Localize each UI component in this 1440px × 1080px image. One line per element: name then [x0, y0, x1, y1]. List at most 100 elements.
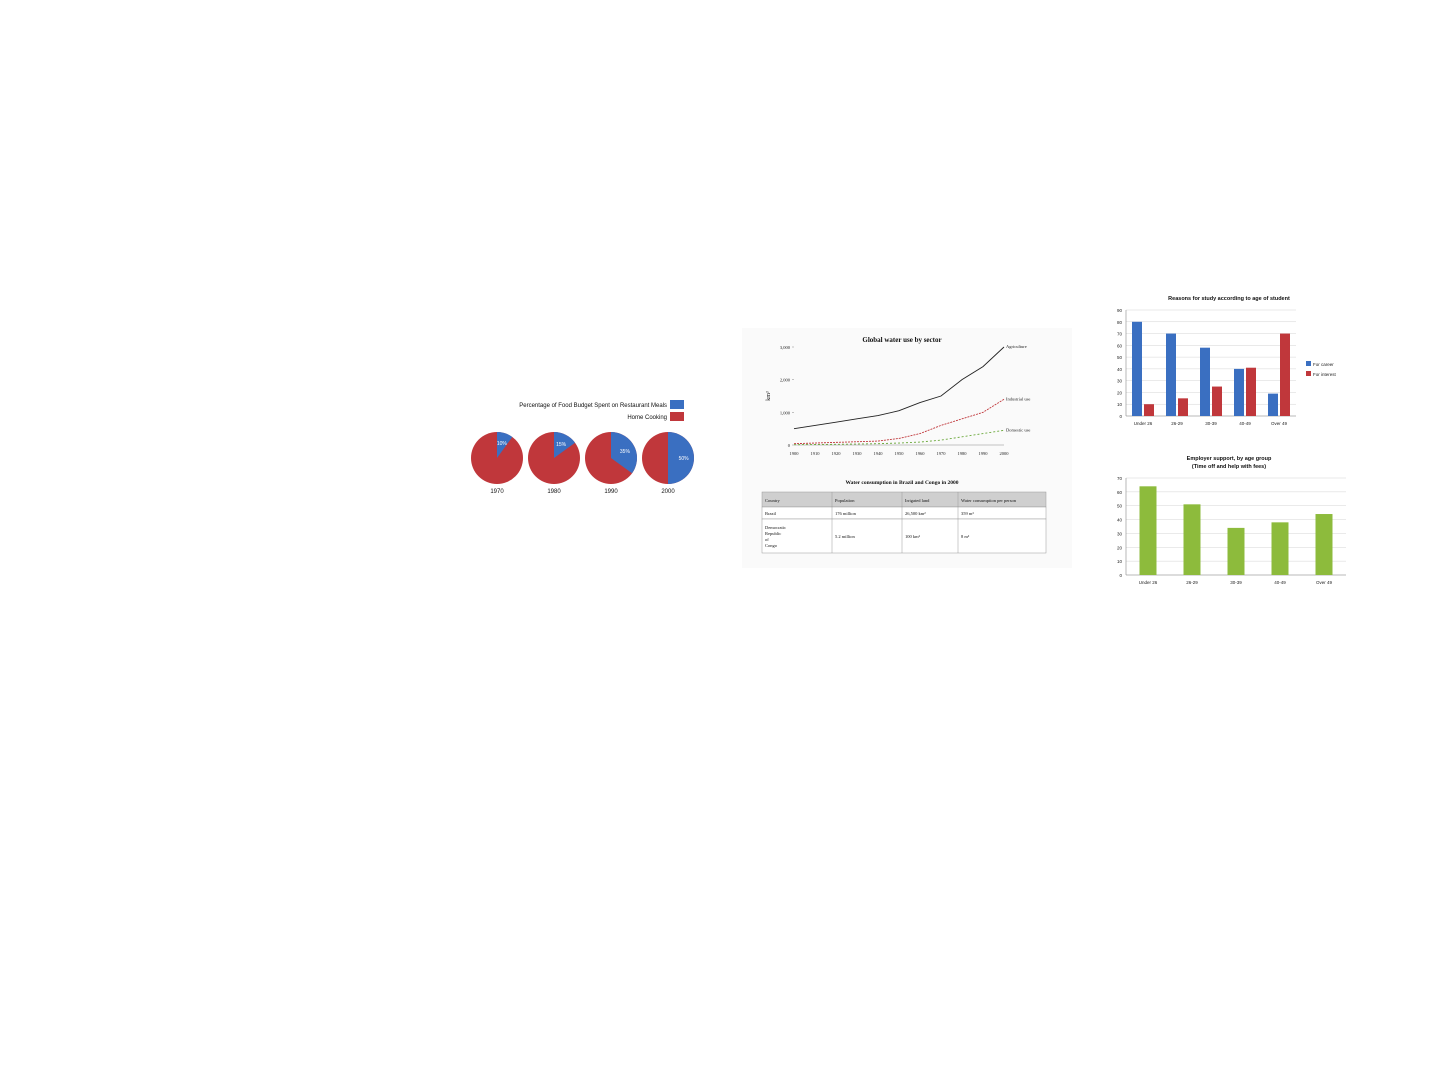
support-subtitle: (Time off and help with fees)	[1192, 464, 1266, 470]
reasons-y-tick-label: 60	[1117, 343, 1123, 348]
support-bar	[1139, 486, 1157, 575]
water-x-tick-label: 1990	[979, 451, 989, 456]
legend-swatch-home-cooking	[670, 412, 684, 421]
water-table-header-cell: Water consumption per person	[961, 498, 1017, 503]
reasons-bar	[1246, 367, 1256, 416]
water-x-tick-label: 1970	[937, 451, 947, 456]
water-y-tick-label: 2,000	[780, 378, 791, 384]
water-series-line-industrial-use	[793, 398, 1005, 445]
reasons-y-tick-label: 90	[1117, 308, 1123, 313]
employer-support-bar-chart: Employer support, by age group (Time off …	[1117, 456, 1346, 585]
water-y-axis-label: km³	[766, 391, 772, 401]
support-x-tick-label: Under 26	[1139, 580, 1158, 585]
reasons-x-tick-label: Under 26	[1134, 421, 1153, 426]
water-x-tick-label: 1900	[790, 451, 800, 456]
support-bar	[1271, 522, 1289, 575]
water-table-cell: 359 m³	[961, 511, 974, 516]
water-table-cell: 100 km²	[905, 534, 921, 539]
employer-support-panel: Employer support, by age group (Time off …	[1104, 448, 1354, 598]
water-y-tick-label: 1,000	[780, 410, 791, 416]
water-use-panel: Global water use by sector km³ 0 1,000 2,000…	[742, 328, 1072, 568]
pie-2000-restaurant-slice	[668, 432, 694, 484]
water-table-row	[761, 506, 1047, 520]
support-x-tick-label: 26-29	[1186, 580, 1198, 585]
reasons-y-tick-label: 40	[1117, 367, 1123, 372]
reasons-x-tick-label: 30-39	[1205, 421, 1217, 426]
pie-1970-year-label: 1970	[490, 489, 504, 495]
support-bar	[1227, 527, 1245, 575]
reasons-bar	[1200, 347, 1210, 416]
reasons-legend-swatch	[1306, 361, 1311, 366]
pie-1980-year-label: 1980	[547, 489, 561, 495]
pie-charts-panel: Percentage of Food Budget Spent on Resta…	[462, 395, 707, 500]
water-table-header-cell: Irrigated land	[905, 498, 930, 503]
reasons-y-tick-label: 0	[1119, 414, 1122, 419]
reasons-bar	[1178, 398, 1188, 416]
water-x-tick-label: 1940	[874, 451, 884, 456]
support-x-tick-label: 40-49	[1274, 580, 1286, 585]
legend-label-restaurant: Percentage of Food Budget Spent on Resta…	[519, 403, 667, 409]
pie-charts: Percentage of Food Budget Spent on Resta…	[471, 400, 694, 495]
legend-swatch-restaurant	[670, 400, 684, 409]
pie-1970-percent-label: 10%	[497, 441, 508, 447]
water-series-label-industrial-use: Industrial use	[1006, 396, 1030, 401]
pie-1970-restaurant-slice	[497, 432, 513, 458]
water-series-label-domestic-use: Domestic use	[1006, 427, 1030, 432]
reasons-bar	[1268, 393, 1278, 416]
support-y-tick-label: 30	[1117, 531, 1123, 536]
water-x-tick-label: 1980	[958, 451, 968, 456]
water-table-cell: Congo	[765, 543, 778, 548]
pie-1990-year-label: 1990	[604, 489, 618, 495]
water-y-tick-label: 0	[788, 443, 791, 448]
support-y-tick-label: 20	[1117, 545, 1123, 550]
support-title: Employer support, by age group	[1187, 456, 1272, 462]
support-x-tick-label: Over 49	[1316, 580, 1333, 585]
water-x-tick-label: 1950	[895, 451, 905, 456]
reasons-y-tick-label: 50	[1117, 355, 1123, 360]
water-series-label-agriculture: Agriculture	[1006, 344, 1027, 349]
water-table-cell: Republic	[765, 531, 781, 536]
reasons-y-tick-label: 30	[1117, 379, 1123, 384]
pie-2000-year-label: 2000	[661, 489, 675, 495]
water-table-cell: 26,500 km²	[905, 511, 926, 517]
water-table-cell: Brazil	[765, 511, 777, 516]
water-x-tick-label: 1930	[853, 451, 863, 456]
reasons-for-study-panel: Reasons for study according to age of st…	[1104, 288, 1354, 438]
support-y-tick-label: 0	[1119, 573, 1122, 578]
reasons-y-tick-label: 10	[1117, 402, 1123, 407]
water-use-line-chart-and-table: Global water use by sector km³ 0 1,000 2,000…	[761, 336, 1047, 554]
reasons-bar	[1212, 386, 1222, 416]
water-table-row	[761, 518, 1047, 554]
support-bar	[1183, 504, 1201, 575]
water-chart-title: Global water use by sector	[862, 336, 941, 344]
water-table-cell: 176 million	[835, 511, 857, 516]
reasons-x-tick-label: 40-49	[1239, 421, 1251, 426]
water-table-cell: 8 m³	[961, 534, 970, 539]
reasons-bar	[1132, 321, 1142, 416]
pie-1980-restaurant-slice	[554, 432, 576, 458]
water-table-cell: Democratic	[765, 525, 786, 530]
reasons-bar	[1280, 333, 1290, 416]
water-y-tick-label: 3,000	[780, 345, 791, 351]
pie-2000-percent-label: 50%	[679, 456, 690, 462]
pie-1990-restaurant-slice	[611, 432, 637, 474]
reasons-for-study-bar-chart: Reasons for study according to age of st…	[1117, 296, 1337, 426]
support-x-tick-label: 30-39	[1230, 580, 1242, 585]
water-table-header-cell: Population	[835, 498, 855, 503]
water-table-header-cell: Country	[765, 498, 781, 503]
pie-1990-percent-label: 35%	[620, 449, 631, 455]
water-x-tick-label: 1960	[916, 451, 926, 456]
reasons-y-tick-label: 80	[1117, 320, 1123, 325]
water-x-tick-label: 1920	[832, 451, 842, 456]
reasons-y-tick-label: 70	[1117, 332, 1123, 337]
support-y-tick-label: 10	[1117, 559, 1123, 564]
support-y-tick-label: 60	[1117, 490, 1123, 495]
support-y-tick-label: 40	[1117, 518, 1123, 523]
reasons-x-tick-label: 26-29	[1171, 421, 1183, 426]
water-x-tick-label: 1910	[811, 451, 821, 456]
water-table-title: Water consumption in Brazil and Congo in…	[845, 480, 958, 486]
water-series-line-agriculture	[793, 346, 1005, 430]
water-series-line-domestic-use	[793, 429, 1005, 446]
reasons-x-tick-label: Over 49	[1271, 421, 1288, 426]
pie-1980-percent-label: 15%	[556, 442, 567, 448]
